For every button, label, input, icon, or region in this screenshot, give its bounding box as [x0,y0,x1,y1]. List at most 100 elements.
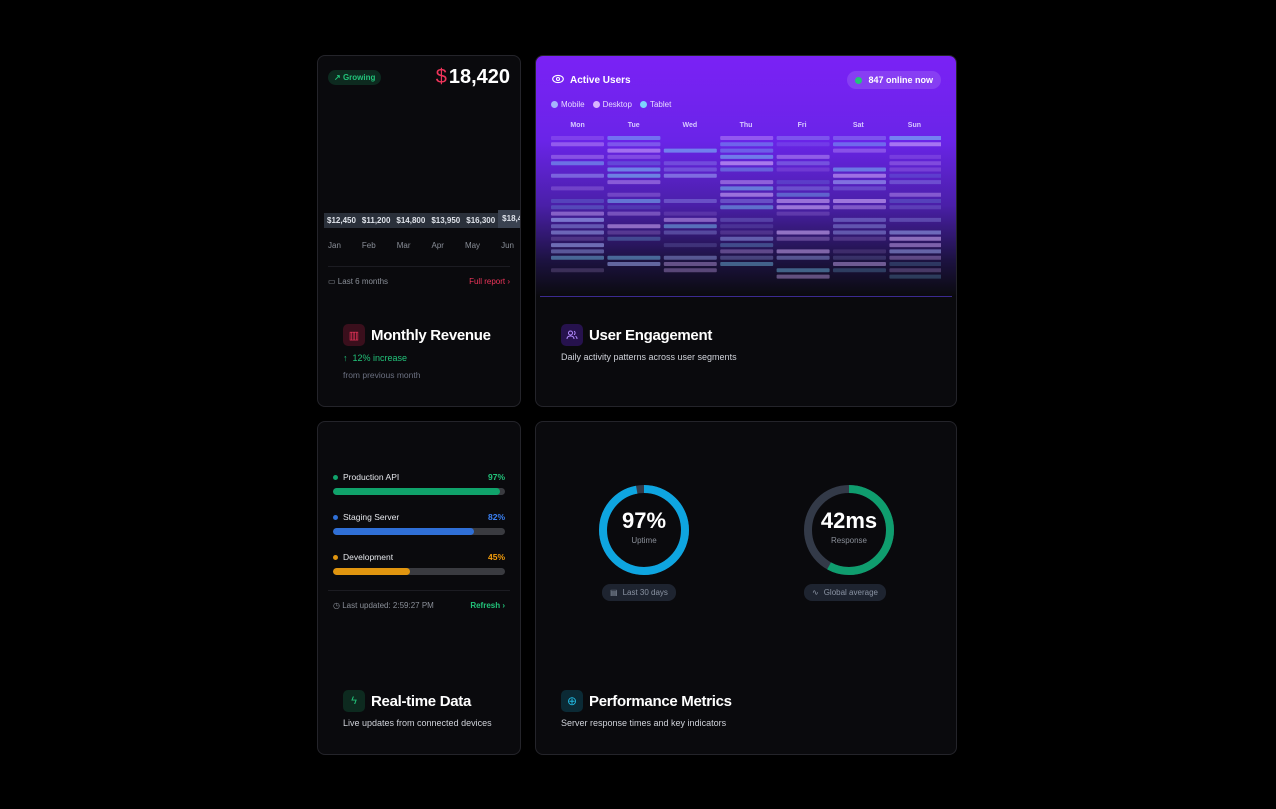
heatmap-cell [607,255,661,260]
heatmap-cell [776,167,830,172]
heatmap-cell [833,205,886,210]
heatmap-cell [833,186,886,191]
active-users-label: Active Users [570,75,631,86]
eye-icon [552,74,564,87]
day-headers: Mon Tue Wed Thu Fri Sat Sun [551,122,941,129]
heatmap-cell [720,180,774,185]
online-badge: 847 online now [847,71,941,89]
growing-badge: ↗ Growing [328,70,382,85]
progress-fill [333,488,500,495]
legend-dot [551,101,558,108]
heatmap-cell [551,173,604,178]
heatmap-cell [663,161,717,166]
heatmap-cell [776,142,830,147]
heatmap-cell [889,136,941,140]
heatmap-cell [833,255,886,260]
heatmap-cell [663,167,717,172]
day-header: Sun [907,122,922,129]
heatmap-cell [663,243,717,248]
globe-icon: ⊕ [561,690,583,712]
heatmap-cell [776,180,830,185]
heatmap-cell [607,161,661,166]
user-engagement-card: Active Users 847 online now Mobile Deskto… [535,55,957,407]
server-name: Development [343,552,394,562]
month-label: Jun [501,241,514,250]
heatmap-cell [551,268,604,273]
heatmap-cell [833,167,886,172]
divider [328,266,510,267]
activity-heatmap [551,136,941,279]
heatmap-cell [551,142,604,147]
heatmap-cell [776,274,830,279]
bar-label: $11,200 [358,213,394,228]
heatmap-cell [889,192,941,197]
heatmap-cell [776,161,830,166]
response-gauge: 42ms Response [802,483,896,577]
heatmap-cell [551,255,604,260]
progress-fill [333,568,411,575]
heatmap-cell [720,217,774,222]
heatmap-cell [720,199,774,203]
heatmap-cell [663,148,717,153]
bar-label: $12,450 [324,213,359,228]
server-percent: 45% [487,552,505,562]
heatmap-cell [889,161,941,166]
heatmap-cell [607,236,661,241]
heatmap-cell [776,211,830,216]
progress-fill [333,528,475,535]
monthly-revenue-card: ↗ Growing $18,420 $12,450 $11,200 $14,80… [317,55,521,407]
month-axis: Jan Feb Mar Apr May Jun [328,241,514,250]
heatmap-cell [663,224,717,229]
heatmap-cell [663,211,717,216]
bar-label: $14,800 [393,213,429,228]
heatmap-cell [776,268,830,273]
heatmap-cell [720,142,774,147]
progress-bar [333,488,505,495]
bar-label: $18,420 [498,210,520,228]
heatmap-cell [720,161,774,166]
full-report-link[interactable]: Full report › [469,277,510,286]
heatmap-cell [889,180,941,185]
card-title: Monthly Revenue [371,326,491,344]
refresh-button[interactable]: Refresh › [470,601,505,610]
card-title: Real-time Data [371,692,472,710]
bar-chart-icon: ▥ [343,324,365,346]
heatmap-cell [607,262,661,266]
heatmap-cell [776,255,830,260]
heatmap-cell [551,199,604,203]
heatmap-cell [720,136,774,140]
heatmap-cell [607,173,661,178]
card-subtitle: Daily activity patterns across user segm… [561,352,737,362]
heatmap-cell [889,236,941,241]
divider [328,590,510,591]
heatmap-cell [889,173,941,178]
heatmap-cell [833,199,886,203]
heatmap-cell [607,192,661,197]
last-30-days-pill: ▤ Last 30 days [602,584,676,601]
heatmap-cell [607,205,661,210]
month-label: Mar [396,241,411,250]
uptime-value: 97% [621,508,667,533]
heatmap-cell [720,236,774,241]
day-header: Fri [797,122,807,129]
arrow-up-icon: ↑ [343,353,348,363]
heatmap-cell [720,148,774,153]
heatmap-cell [889,243,941,248]
calendar-icon: ▭ [328,277,336,286]
heatmap-cell [776,192,830,197]
calendar-icon: ▤ [610,588,618,597]
change-indicator: ↑ 12% increase [343,353,408,363]
month-label: May [464,241,481,250]
progress-bar [333,568,505,575]
day-header: Sat [852,122,864,129]
heatmap-cell [551,161,604,166]
heatmap-cell [607,211,661,216]
heatmap-cell [720,192,774,197]
heatmap-cell [776,249,830,254]
heatmap-cell [776,205,830,210]
heatmap-cell [833,224,886,229]
response-label: Response [830,536,868,545]
heatmap-cell [551,236,604,241]
heatmap-cell [889,199,941,203]
active-users-panel: Active Users 847 online now Mobile Deskto… [536,56,956,297]
